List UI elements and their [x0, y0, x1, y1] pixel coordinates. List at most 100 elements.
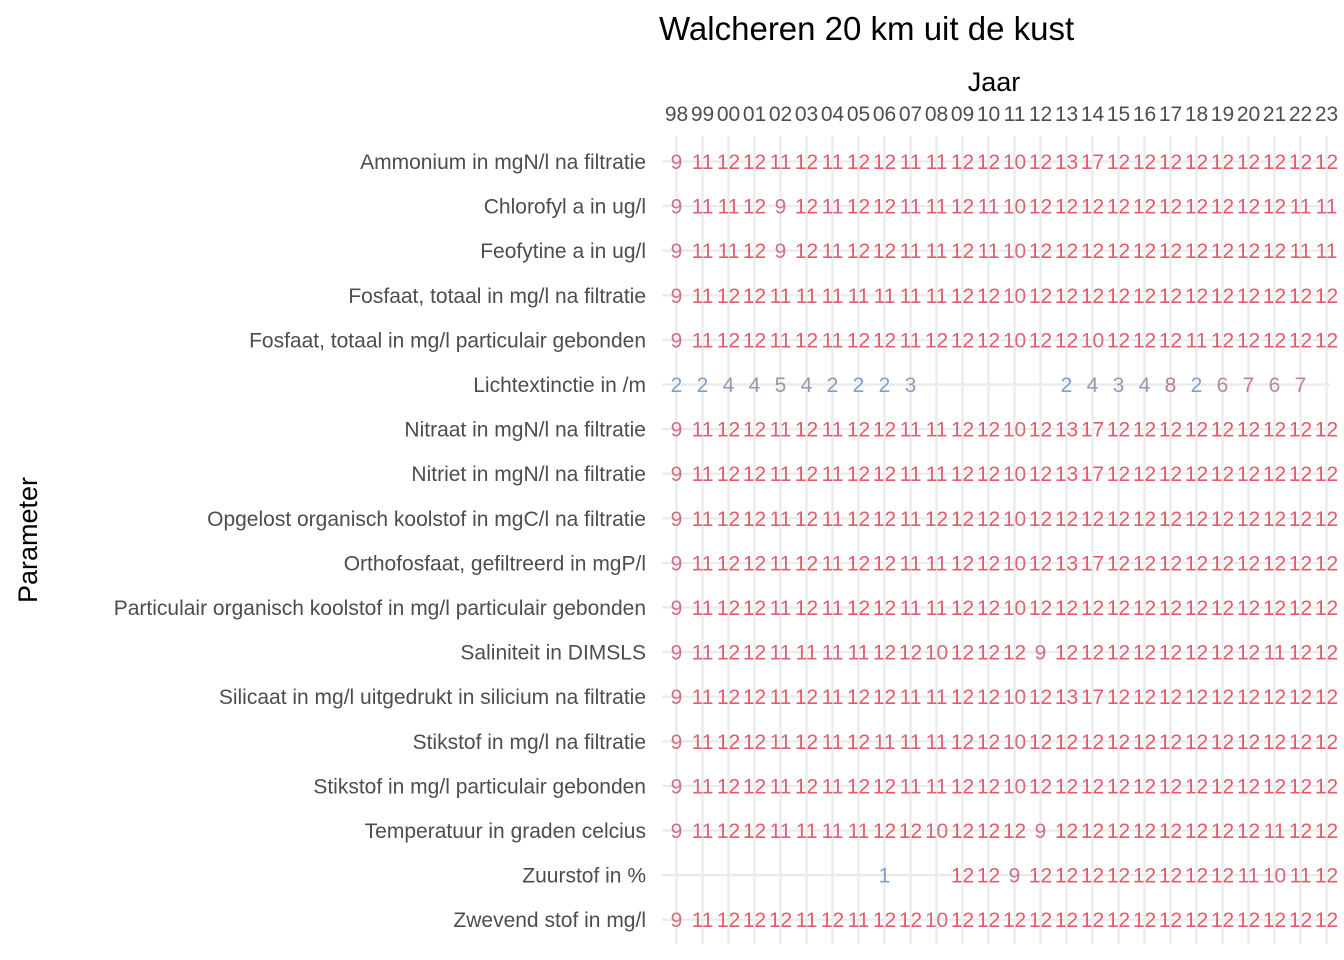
cell-value-label: 12: [1055, 285, 1078, 308]
cell-value-label: 12: [977, 820, 1000, 843]
cell-value-label: 2: [879, 374, 891, 397]
cell-value-label: 12: [977, 597, 1000, 620]
cell-value-label: 9: [671, 508, 683, 531]
cell-value-label: 11: [822, 240, 844, 263]
cell-value-label: 12: [1159, 686, 1182, 709]
cell-value-label: 12: [1211, 865, 1234, 888]
cell-value-label: 12: [1133, 820, 1156, 843]
cell-value-label: 12: [951, 597, 974, 620]
cell-value-label: 12: [795, 196, 818, 219]
cell-value-label: 11: [822, 597, 844, 620]
cell-value-label: 12: [977, 865, 1000, 888]
cell-value-label: 12: [1107, 552, 1130, 575]
cell-value-label: 11: [848, 909, 870, 932]
cell-value-label: 11: [926, 731, 948, 754]
cell-value-label: 12: [1081, 865, 1104, 888]
cell-value-label: 12: [977, 151, 1000, 174]
cell-value-label: 12: [1237, 196, 1260, 219]
cell-value-label: 12: [1055, 775, 1078, 798]
cell-value-label: 12: [1237, 240, 1260, 263]
cell-value-label: 10: [925, 820, 948, 843]
cell-value-label: 12: [977, 552, 1000, 575]
x-tick-label: 13: [1055, 103, 1078, 126]
y-tick-label: Silicaat in mg/l uitgedrukt in silicium …: [219, 686, 646, 709]
cell-value-label: 12: [1263, 285, 1286, 308]
cell-value-label: 12: [1289, 820, 1312, 843]
cell-value-label: 11: [848, 820, 870, 843]
cell-value-label: 12: [1185, 865, 1208, 888]
cell-value-label: 12: [1133, 597, 1156, 620]
cell-value-label: 12: [1237, 642, 1260, 665]
cell-value-label: 12: [1237, 597, 1260, 620]
cell-value-label: 12: [873, 909, 896, 932]
cell-value-label: 9: [671, 240, 683, 263]
cell-value-label: 8: [1165, 374, 1177, 397]
cell-value-label: 9: [671, 686, 683, 709]
cell-value-label: 17: [1081, 419, 1104, 442]
cell-value-label: 12: [1211, 775, 1234, 798]
x-tick-label: 98: [665, 103, 688, 126]
cell-value-label: 12: [951, 775, 974, 798]
cell-value-label: 12: [1133, 508, 1156, 531]
cell-value-label: 12: [1237, 329, 1260, 352]
cell-value-label: 11: [926, 419, 948, 442]
cell-value-label: 12: [951, 240, 974, 263]
cell-value-label: 11: [1290, 196, 1312, 219]
cell-value-label: 4: [723, 374, 735, 397]
cell-value-label: 12: [717, 508, 740, 531]
cell-value-label: 12: [717, 642, 740, 665]
cell-value-label: 12: [1289, 463, 1312, 486]
cell-value-label: 12: [1159, 240, 1182, 263]
cell-value-label: 13: [1055, 463, 1078, 486]
cell-value-label: 10: [925, 909, 948, 932]
cell-value-label: 12: [717, 731, 740, 754]
cell-value-label: 11: [926, 196, 948, 219]
cell-value-label: 12: [1263, 240, 1286, 263]
cell-value-label: 12: [873, 151, 896, 174]
cell-value-label: 12: [977, 463, 1000, 486]
cell-value-label: 12: [717, 285, 740, 308]
cell-value-label: 12: [847, 463, 870, 486]
cell-value-label: 12: [1003, 642, 1026, 665]
cell-value-label: 11: [926, 597, 948, 620]
cell-value-label: 12: [795, 419, 818, 442]
cell-value-label: 17: [1081, 686, 1104, 709]
cell-value-label: 12: [1029, 686, 1052, 709]
cell-value-label: 2: [1061, 374, 1073, 397]
cell-value-label: 11: [692, 196, 714, 219]
cell-value-label: 9: [671, 552, 683, 575]
cell-value-label: 3: [1113, 374, 1125, 397]
cell-value-label: 12: [717, 686, 740, 709]
cell-value-label: 9: [671, 196, 683, 219]
cell-value-label: 12: [1081, 642, 1104, 665]
cell-value-label: 12: [977, 419, 1000, 442]
cell-value-label: 12: [873, 508, 896, 531]
cell-value-label: 12: [1081, 909, 1104, 932]
cell-value-label: 11: [1238, 865, 1260, 888]
cell-value-label: 12: [1133, 775, 1156, 798]
cell-value-label: 12: [795, 597, 818, 620]
x-axis-title: Jaar: [968, 67, 1021, 97]
cell-value-label: 12: [873, 775, 896, 798]
cell-value-label: 10: [1003, 463, 1026, 486]
cell-value-label: 12: [1263, 552, 1286, 575]
cell-value-label: 12: [1133, 909, 1156, 932]
cell-value-label: 13: [1055, 419, 1078, 442]
cell-value-label: 12: [951, 419, 974, 442]
cell-value-label: 4: [1139, 374, 1151, 397]
cell-value-label: 12: [1315, 329, 1338, 352]
cell-value-label: 12: [1263, 909, 1286, 932]
cell-value-label: 12: [1107, 285, 1130, 308]
cell-value-label: 11: [900, 419, 922, 442]
cell-value-label: 12: [1029, 552, 1052, 575]
cell-value-label: 12: [1081, 820, 1104, 843]
cell-value-label: 11: [692, 775, 714, 798]
cell-value-label: 10: [925, 642, 948, 665]
cell-value-label: 12: [1081, 775, 1104, 798]
cell-value-label: 12: [1159, 508, 1182, 531]
cell-value-label: 11: [692, 909, 714, 932]
cell-value-label: 11: [1186, 329, 1208, 352]
cell-value-label: 12: [1263, 686, 1286, 709]
cell-value-label: 12: [873, 686, 896, 709]
cell-value-label: 11: [822, 329, 844, 352]
